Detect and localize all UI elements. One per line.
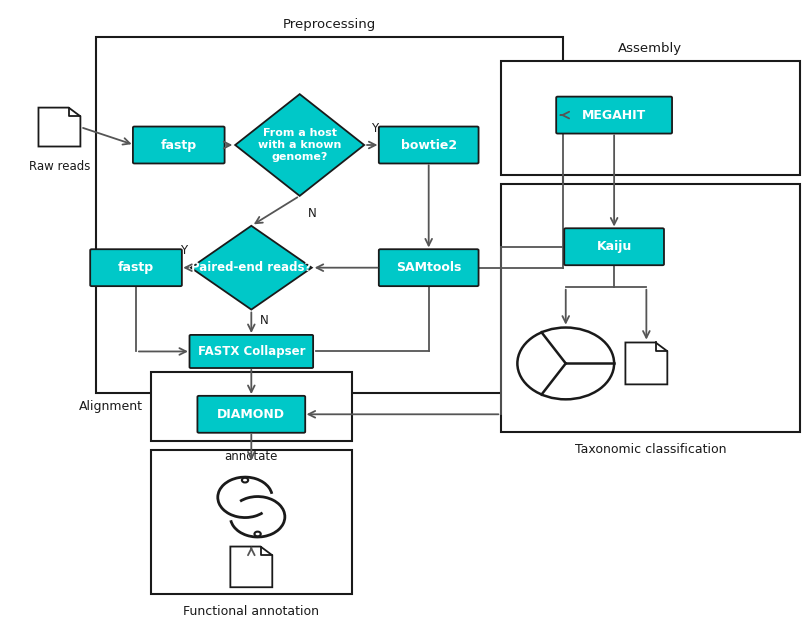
Text: Alignment: Alignment xyxy=(78,400,142,413)
FancyBboxPatch shape xyxy=(556,96,672,133)
Text: Y: Y xyxy=(371,122,378,135)
Text: Taxonomic classification: Taxonomic classification xyxy=(574,443,726,456)
FancyBboxPatch shape xyxy=(197,396,305,433)
FancyBboxPatch shape xyxy=(90,249,182,286)
Text: N: N xyxy=(260,314,268,327)
FancyBboxPatch shape xyxy=(133,127,225,164)
Text: annotate: annotate xyxy=(225,451,278,464)
Polygon shape xyxy=(235,94,364,196)
Polygon shape xyxy=(39,108,80,146)
Text: Kaiju: Kaiju xyxy=(596,240,632,253)
Text: Raw reads: Raw reads xyxy=(29,159,90,172)
Bar xyxy=(150,450,352,594)
Text: DIAMOND: DIAMOND xyxy=(218,408,286,421)
Text: Functional annotation: Functional annotation xyxy=(184,604,320,617)
Text: fastp: fastp xyxy=(161,138,197,151)
Text: From a host
with a known
genome?: From a host with a known genome? xyxy=(258,129,341,162)
Bar xyxy=(95,37,563,393)
FancyBboxPatch shape xyxy=(564,228,664,265)
Text: Paired-end reads?: Paired-end reads? xyxy=(191,261,311,274)
Text: Y: Y xyxy=(180,244,187,257)
Polygon shape xyxy=(191,226,311,310)
Bar xyxy=(150,373,352,441)
Bar xyxy=(502,184,799,432)
FancyBboxPatch shape xyxy=(379,127,479,164)
Text: bowtie2: bowtie2 xyxy=(400,138,457,151)
Polygon shape xyxy=(231,546,273,587)
Text: fastp: fastp xyxy=(118,261,154,274)
FancyBboxPatch shape xyxy=(189,335,313,368)
Polygon shape xyxy=(625,342,667,384)
FancyBboxPatch shape xyxy=(379,249,479,286)
Bar xyxy=(502,61,799,175)
Circle shape xyxy=(255,531,260,536)
Circle shape xyxy=(242,478,248,483)
Text: SAMtools: SAMtools xyxy=(396,261,461,274)
Text: MEGAHIT: MEGAHIT xyxy=(582,109,646,122)
Text: Assembly: Assembly xyxy=(618,42,683,55)
Text: FASTX Collapser: FASTX Collapser xyxy=(197,345,305,358)
Text: Preprocessing: Preprocessing xyxy=(283,19,376,32)
Text: N: N xyxy=(307,207,316,221)
